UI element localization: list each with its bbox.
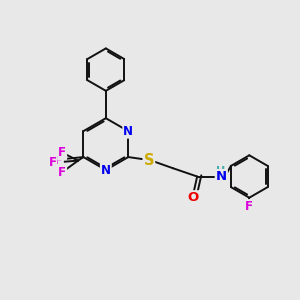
Text: N: N bbox=[216, 170, 227, 183]
Text: F: F bbox=[245, 200, 253, 213]
Text: H: H bbox=[216, 166, 225, 176]
Text: F: F bbox=[49, 156, 56, 169]
Text: N: N bbox=[123, 125, 133, 138]
Text: N: N bbox=[101, 164, 111, 176]
Text: O: O bbox=[187, 191, 198, 204]
Text: F: F bbox=[58, 166, 66, 179]
Text: F: F bbox=[56, 156, 63, 166]
Text: F: F bbox=[58, 146, 66, 159]
Text: S: S bbox=[144, 152, 154, 167]
